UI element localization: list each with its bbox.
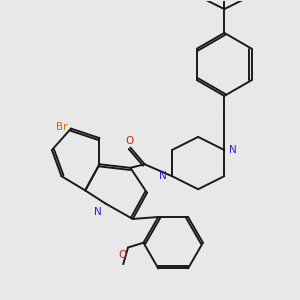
Text: N: N [160, 171, 167, 181]
Text: O: O [118, 250, 127, 260]
Text: O: O [125, 136, 133, 146]
Text: N: N [229, 145, 237, 155]
Text: Br: Br [56, 122, 68, 132]
Text: N: N [94, 207, 102, 217]
